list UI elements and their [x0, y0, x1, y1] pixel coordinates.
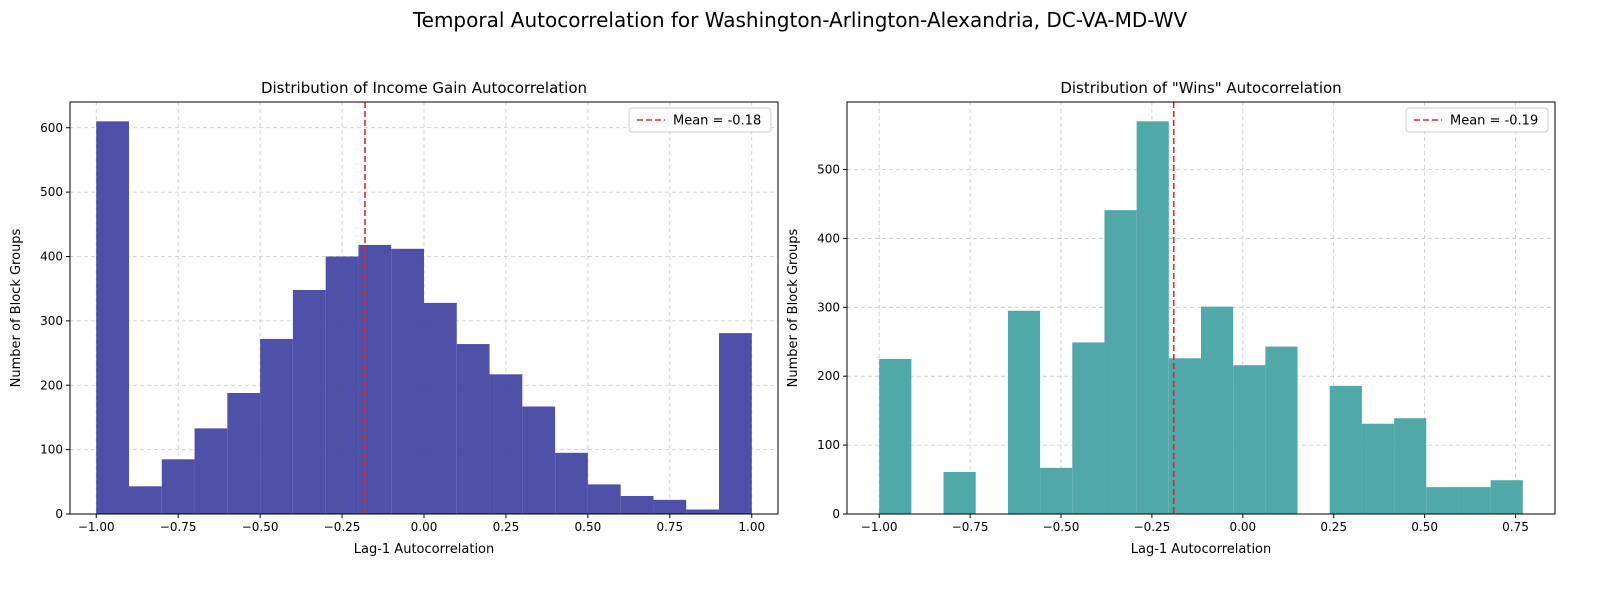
y-tick-label: 500 — [817, 163, 840, 177]
y-tick-label: 0 — [832, 507, 840, 521]
histogram-bar — [456, 344, 490, 514]
histogram-bar — [587, 484, 621, 514]
x-tick-label: 0.25 — [493, 520, 520, 534]
histogram-bar — [1040, 467, 1073, 514]
axes-frame — [846, 101, 1556, 515]
histogram-bar — [555, 452, 588, 514]
bars — [96, 121, 752, 514]
histogram-bar — [1394, 418, 1427, 514]
y-tick-label: 400 — [817, 231, 840, 245]
histogram-bar — [620, 495, 654, 514]
bars — [879, 121, 1523, 514]
histogram-bar — [358, 244, 392, 514]
x-tick-label: 0.25 — [1320, 520, 1347, 534]
x-tick-label: 0.75 — [1502, 520, 1529, 534]
histogram-bar — [1490, 480, 1523, 514]
histogram-bar — [943, 471, 976, 514]
legend: Mean = -0.19 — [1405, 107, 1549, 133]
histogram-bar — [1265, 346, 1298, 514]
x-tick-label: −0.25 — [324, 520, 361, 534]
histogram-bar — [686, 509, 719, 514]
x-tick-label: −0.50 — [242, 520, 279, 534]
x-tick-label: 0.00 — [1229, 520, 1256, 534]
y-tick-label: 200 — [40, 378, 63, 392]
x-tick-label: −1.00 — [861, 520, 898, 534]
x-tick-label: −0.25 — [1134, 520, 1171, 534]
x-tick-label: 0.00 — [411, 520, 438, 534]
x-tick-label: 0.50 — [575, 520, 602, 534]
y-tick-label: 300 — [817, 300, 840, 314]
y-tick-label: 100 — [817, 438, 840, 452]
x-axis-label: Lag-1 Autocorrelation — [1131, 542, 1272, 557]
histogram-bar — [1361, 423, 1395, 514]
chart-2: −1.00 −0.75 −0.50 −0.25 0.00 0.25 0.50 0.75 0 100… — [786, 79, 1556, 557]
x-tick-label: 1.00 — [738, 520, 765, 534]
histogram-bar — [1201, 306, 1234, 514]
histogram-bar — [719, 333, 752, 514]
legend: Mean = -0.18 — [628, 107, 772, 133]
histogram-bar — [1007, 310, 1041, 514]
histogram-bar — [96, 121, 129, 514]
histogram-bar — [424, 302, 457, 514]
histogram-bar — [1233, 365, 1266, 514]
y-tick-label: 500 — [40, 185, 63, 199]
x-axis-label: Lag-1 Autocorrelation — [354, 542, 495, 557]
histogram-bar — [1104, 210, 1137, 514]
histogram-bar — [161, 459, 195, 514]
legend-box — [628, 107, 772, 133]
histogram-bar — [522, 406, 556, 514]
x-tick-label: −0.75 — [952, 520, 989, 534]
y-tick-label: 600 — [40, 121, 63, 135]
legend-label: Mean = -0.19 — [1450, 114, 1538, 129]
y-tick-label: 400 — [40, 250, 63, 264]
histogram-bar — [325, 256, 359, 514]
x-tick-label: 0.50 — [1411, 520, 1438, 534]
x-tick-label: −0.50 — [1043, 520, 1080, 534]
x-tick-label: −0.75 — [160, 520, 197, 534]
histogram-bar — [1136, 121, 1169, 514]
histogram-bar — [227, 392, 261, 514]
histogram-bar — [129, 486, 162, 514]
y-tick-label: 200 — [817, 369, 840, 383]
histogram-bar — [1458, 487, 1491, 514]
histogram-bar — [260, 338, 293, 514]
chart-title: Distribution of "Wins" Autocorrelation — [1060, 79, 1341, 97]
y-tick-label: 0 — [55, 507, 63, 521]
y-tick-label: 100 — [40, 443, 63, 457]
histogram-bar — [292, 289, 326, 514]
x-tick-label: 0.75 — [656, 520, 683, 534]
histogram-bar — [879, 358, 912, 514]
histogram-bar — [1072, 342, 1105, 514]
y-tick-label: 300 — [40, 314, 63, 328]
histogram-bar — [489, 374, 523, 514]
histogram-bar — [1329, 385, 1362, 514]
histogram-bar — [391, 248, 424, 514]
histogram-bar — [1426, 487, 1459, 514]
y-axis-label: Number of Block Groups — [786, 228, 801, 387]
chart-1: −1.00 −0.75 −0.50 −0.25 0.00 0.25 0.50 0.75 1.00… — [9, 79, 779, 557]
figure-title: Temporal Autocorrelation for Washington-… — [412, 8, 1188, 32]
legend-box — [1405, 107, 1549, 133]
legend-label: Mean = -0.18 — [673, 114, 761, 129]
histogram-bar — [194, 428, 228, 514]
histogram-bar — [653, 499, 687, 514]
y-axis-label: Number of Block Groups — [9, 228, 24, 387]
x-tick-label: −1.00 — [78, 520, 115, 534]
chart-title: Distribution of Income Gain Autocorrelat… — [261, 79, 587, 97]
